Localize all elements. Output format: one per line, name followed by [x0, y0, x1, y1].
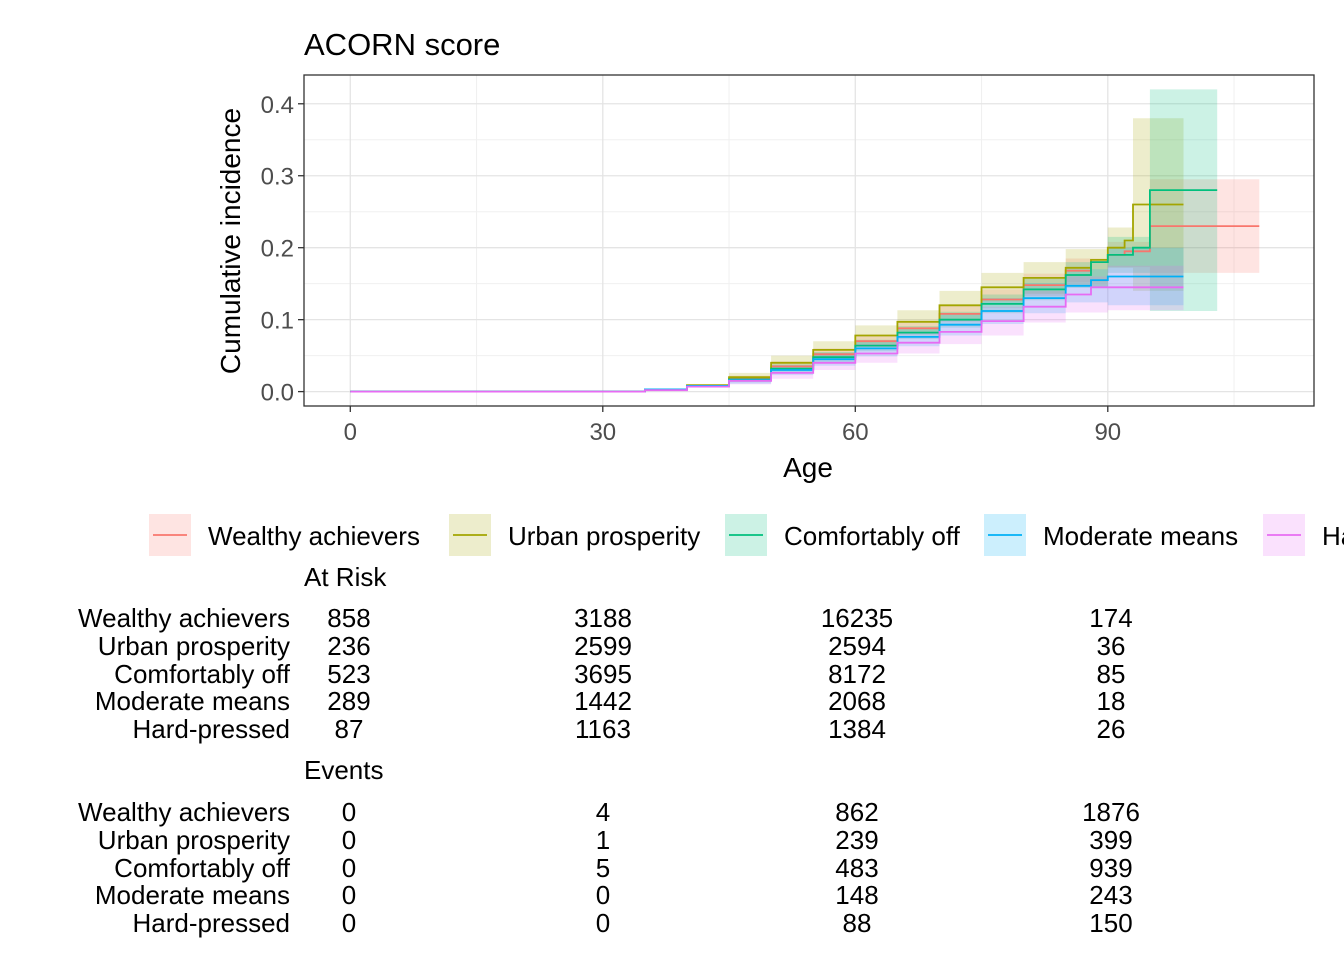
- table-row-label: Moderate means: [94, 686, 290, 717]
- table-cell: 3188: [574, 603, 632, 633]
- table-cell: 0: [341, 908, 357, 939]
- table-cell: 148: [835, 880, 879, 911]
- ci-band-wealthy-achievers: [729, 179, 1260, 382]
- table-cell: 8172: [828, 658, 886, 689]
- table-cell: 4: [595, 797, 611, 827]
- table-cell: 0: [341, 824, 357, 855]
- table-row-label: Hard-pressed: [132, 908, 290, 939]
- x-tick-label: 60: [842, 419, 869, 446]
- legend-label: Urban prosperity: [508, 521, 700, 551]
- plot-background: [304, 75, 1314, 406]
- at-risk-title: At Risk: [304, 562, 387, 592]
- table-cell: 18: [1096, 686, 1126, 717]
- table-cell: 0: [595, 880, 611, 911]
- events-title: Events: [304, 755, 384, 785]
- legend-label: Hard-pressed: [1322, 521, 1344, 551]
- legend-label: Moderate means: [1043, 521, 1238, 551]
- table-cell: 26: [1096, 714, 1126, 745]
- table-cell: 858: [327, 603, 371, 633]
- table-cell: 1: [595, 824, 611, 855]
- table-row-label: Hard-pressed: [132, 714, 290, 745]
- table-cell: 483: [835, 852, 879, 883]
- table-cell: 939: [1089, 852, 1133, 883]
- table-cell: 3695: [574, 658, 632, 689]
- table-cell: 0: [595, 908, 611, 939]
- table-cell: 0: [341, 797, 357, 827]
- series-line-hard-pressed: [350, 286, 1184, 393]
- table-row-label: Comfortably off: [114, 852, 290, 883]
- table-cell: 2599: [574, 630, 632, 661]
- cumulative-incidence-chart: ACORN score 0 30 60 90 0.0 0.1 0.2 0.3 0.4 Cumul…: [149, 27, 1344, 556]
- table-cell: 289: [327, 686, 371, 717]
- legend-label: Wealthy achievers: [208, 521, 420, 551]
- table-cell: 1876: [1082, 797, 1140, 827]
- table-cell: 236: [327, 630, 371, 661]
- ci-band-moderate-means: [729, 247, 1184, 384]
- chart-title: ACORN score: [304, 27, 500, 62]
- table-cell: 87: [334, 714, 364, 745]
- table-cell: 239: [835, 824, 879, 855]
- legend-label: Comfortably off: [784, 521, 961, 551]
- table-cell: 1163: [575, 714, 631, 745]
- plot-area: 0 30 60 90 0.0 0.1 0.2 0.3 0.4: [261, 74, 1315, 446]
- y-tick-label: 0.2: [261, 236, 294, 263]
- x-axis-label: Age: [783, 452, 833, 483]
- table-cell: 399: [1089, 824, 1133, 855]
- y-axis-label: Cumulative incidence: [215, 108, 246, 374]
- table-row-label: Wealthy achievers: [78, 603, 290, 633]
- table-cell: 523: [327, 658, 371, 689]
- legend: Wealthy achievers Urban prosperity Comfort…: [149, 514, 1344, 556]
- table-cell: 36: [1096, 630, 1126, 661]
- table-cell: 150: [1089, 908, 1133, 939]
- x-tick-label: 30: [589, 419, 616, 446]
- table-row-label: Urban prosperity: [97, 824, 290, 855]
- y-tick-label: 0.3: [261, 164, 294, 191]
- table-cell: 0: [341, 852, 357, 883]
- ci-band-comfortably-off: [729, 89, 1218, 383]
- table-cell: 2594: [828, 630, 886, 661]
- table-cell: 1384: [828, 714, 886, 745]
- table-cell: 862: [835, 797, 879, 827]
- table-cell: 1442: [574, 686, 632, 717]
- y-tick-label: 0.0: [261, 380, 294, 407]
- table-cell: 2068: [828, 686, 886, 717]
- table-cell: 85: [1096, 658, 1126, 689]
- table-row-label: Comfortably off: [114, 658, 290, 689]
- table-cell: 174: [1089, 603, 1133, 633]
- table-row-label: Urban prosperity: [97, 630, 290, 661]
- x-tick-label: 90: [1094, 419, 1121, 446]
- plot-border: [303, 74, 1315, 407]
- table-cell: 243: [1089, 880, 1133, 911]
- ci-band-urban-prosperity: [729, 118, 1184, 382]
- x-tick-label: 0: [344, 419, 357, 446]
- table-row-label: Wealthy achievers: [78, 797, 290, 827]
- y-tick-label: 0.1: [261, 308, 294, 335]
- table-cell: 88: [842, 908, 872, 939]
- y-tick-label: 0.4: [261, 92, 294, 119]
- table-cell: 5: [595, 852, 611, 883]
- table-cell: 16235: [820, 603, 894, 633]
- table-row-label: Moderate means: [94, 880, 290, 911]
- table-cell: 0: [341, 880, 357, 911]
